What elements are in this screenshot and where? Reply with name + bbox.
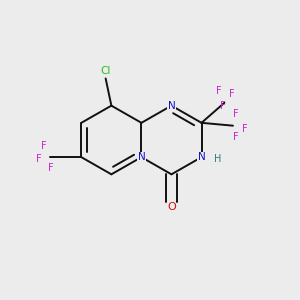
Text: N: N [168,101,175,111]
Text: F: F [216,86,221,96]
Text: Cl: Cl [100,66,111,76]
Text: F: F [36,154,41,164]
Text: H: H [214,154,221,164]
Text: F: F [233,132,238,142]
Text: O: O [167,202,176,212]
Text: F: F [49,163,54,173]
Text: N: N [137,152,145,162]
Text: F: F [41,141,47,151]
Text: F: F [233,109,238,119]
Text: F: F [229,89,234,99]
Text: F: F [242,124,247,134]
Text: N: N [198,152,206,162]
Text: F: F [220,101,226,111]
